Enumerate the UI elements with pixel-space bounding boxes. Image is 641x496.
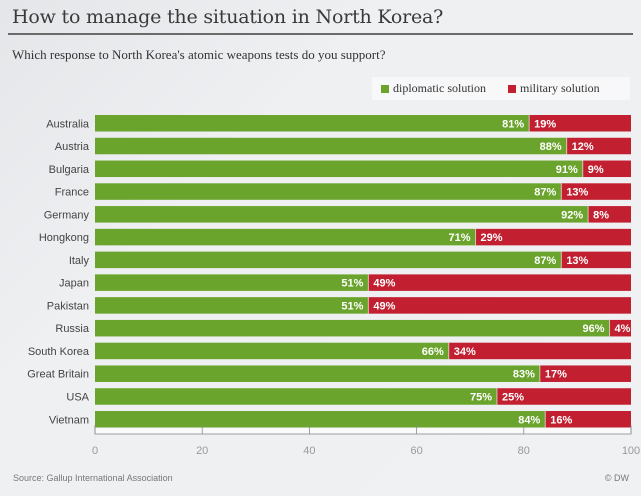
bar-military [368, 297, 631, 314]
bar-diplomatic [95, 319, 610, 337]
value-label-diplomatic: 84% [518, 414, 540, 426]
chart-subtitle: Which response to North Korea's atomic w… [12, 47, 386, 62]
bar-diplomatic [95, 183, 562, 200]
x-tick-label: 40 [303, 445, 315, 457]
category-label: Japan [59, 278, 89, 290]
bar-diplomatic [95, 365, 540, 382]
legend-swatch-diplomatic [381, 84, 389, 93]
bar-diplomatic [95, 342, 449, 360]
x-tick-label: 80 [518, 445, 530, 457]
value-label-diplomatic: 81% [502, 118, 524, 130]
value-label-military: 4% [615, 323, 631, 335]
value-label-diplomatic: 87% [534, 255, 556, 267]
value-label-diplomatic: 66% [422, 346, 444, 358]
bar-military [561, 251, 631, 269]
bar-military [448, 342, 631, 360]
bar-diplomatic [95, 115, 530, 132]
legend-item-diplomatic: diplomatic solution [381, 81, 486, 96]
category-label: Vietnam [49, 414, 89, 426]
category-label: Italy [69, 255, 90, 267]
category-label: Australia [46, 118, 90, 130]
category-label: South Korea [28, 346, 90, 358]
category-label: Pakistan [47, 300, 89, 312]
value-label-diplomatic: 92% [561, 209, 583, 221]
value-label-military: 49% [373, 278, 395, 290]
bar-diplomatic [95, 206, 589, 223]
value-label-diplomatic: 91% [556, 164, 578, 176]
category-label: Hongkong [39, 232, 89, 244]
category-label: Bulgaria [49, 164, 90, 176]
bar-diplomatic [95, 274, 369, 291]
value-label-diplomatic: 88% [540, 141, 562, 153]
bar-military [497, 388, 631, 405]
legend-label-military: military solution [520, 81, 600, 95]
bar-military [582, 160, 631, 178]
category-label: Great Britain [27, 369, 89, 381]
x-axis-box [94, 426, 632, 435]
legend-item-military: military solution [508, 81, 600, 96]
legend-label-diplomatic: diplomatic solution [393, 81, 486, 95]
value-label-diplomatic: 96% [583, 323, 605, 335]
bar-military [529, 115, 631, 132]
value-label-military: 9% [588, 164, 604, 176]
category-label: USA [66, 391, 89, 403]
copyright-credit: © DW [604, 473, 629, 483]
value-label-diplomatic: 71% [449, 232, 471, 244]
bar-diplomatic [95, 251, 562, 269]
value-label-diplomatic: 51% [341, 300, 363, 312]
category-label: France [55, 187, 89, 199]
bar-diplomatic [95, 411, 546, 428]
category-label: Austria [55, 141, 90, 153]
chart-title: How to manage the situation in North Kor… [12, 6, 444, 28]
x-tick-label: 0 [92, 445, 98, 457]
value-label-military: 17% [545, 369, 567, 381]
value-label-military: 12% [572, 141, 594, 153]
value-label-diplomatic: 83% [513, 369, 535, 381]
value-label-military: 13% [566, 187, 588, 199]
legend: diplomatic solution military solution [372, 77, 630, 100]
bar-military [539, 365, 631, 382]
value-label-diplomatic: 87% [534, 187, 556, 199]
value-label-military: 34% [454, 346, 476, 358]
bar-military [545, 411, 631, 428]
value-label-military: 16% [550, 414, 572, 426]
bar-diplomatic [95, 160, 583, 178]
bar-military [566, 137, 631, 155]
value-label-diplomatic: 51% [341, 278, 363, 290]
bar-diplomatic [95, 297, 369, 314]
value-label-military: 49% [373, 300, 395, 312]
value-label-military: 8% [593, 209, 609, 221]
value-label-diplomatic: 75% [470, 391, 492, 403]
value-label-military: 25% [502, 391, 524, 403]
bar-military [475, 228, 631, 246]
title-divider [8, 33, 633, 35]
bar-military [368, 274, 631, 291]
category-label: Russia [55, 323, 90, 335]
category-label: Germany [44, 209, 90, 221]
legend-swatch-military [508, 84, 516, 93]
bar-military [561, 183, 631, 200]
value-label-military: 19% [534, 118, 556, 130]
bar-diplomatic [95, 388, 497, 405]
x-tick-label: 20 [196, 445, 208, 457]
value-label-military: 13% [566, 255, 588, 267]
source-note: Source: Gallup International Association [13, 473, 173, 483]
bar-military [588, 206, 631, 223]
bar-military [609, 319, 631, 337]
bar-diplomatic [95, 137, 567, 155]
bar-diplomatic [95, 228, 476, 246]
x-tick-label: 100 [622, 445, 640, 457]
value-label-military: 29% [481, 232, 503, 244]
x-tick-label: 60 [410, 445, 422, 457]
